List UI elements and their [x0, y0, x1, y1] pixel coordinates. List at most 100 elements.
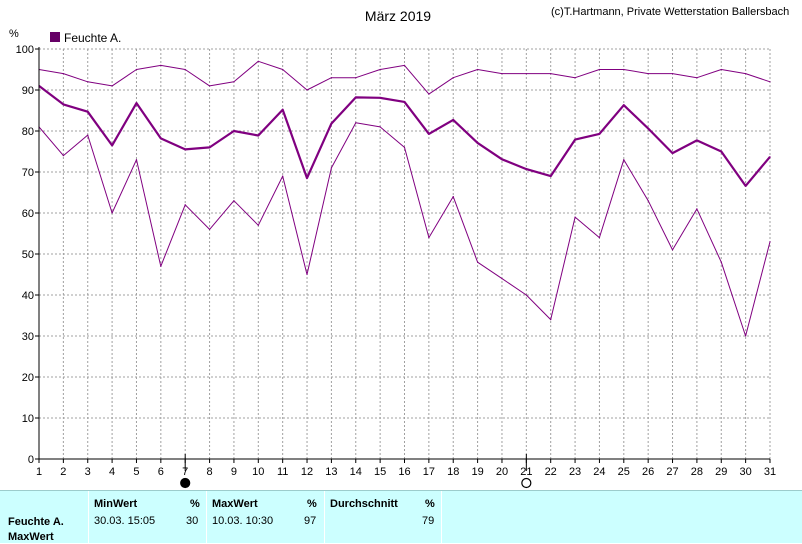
data-point-avg: [184, 148, 186, 151]
legend-label: Feuchte A.: [64, 31, 121, 45]
data-point-max: [477, 68, 479, 71]
data-point-avg: [477, 142, 479, 144]
x-tick-label: 4: [109, 466, 115, 478]
x-tick-label: 28: [691, 466, 703, 478]
y-tick-label: 40: [22, 290, 34, 302]
data-point-min: [208, 228, 211, 230]
data-point-min: [452, 196, 454, 198]
data-point-max: [184, 68, 186, 71]
x-tick-label: 14: [350, 466, 362, 478]
data-point-min: [623, 159, 625, 161]
data-point-min: [135, 159, 138, 161]
x-tick-label: 30: [740, 466, 752, 478]
data-point-avg: [135, 102, 138, 104]
x-tick-label: 5: [133, 466, 139, 478]
data-point-max: [501, 73, 503, 75]
data-point-max: [160, 64, 162, 66]
data-point-max: [233, 81, 235, 83]
y-tick-label: 50: [22, 249, 34, 261]
data-point-max: [135, 68, 138, 71]
y-tick-label: 60: [22, 208, 34, 220]
data-point-min: [477, 261, 479, 263]
data-point-min: [550, 319, 552, 321]
data-point-avg: [282, 109, 284, 111]
data-point-max: [745, 73, 747, 75]
data-point-avg: [379, 97, 381, 99]
x-tick-label: 29: [715, 466, 727, 478]
new-moon-icon: [180, 477, 191, 489]
data-point-avg: [550, 175, 552, 177]
legend-swatch: [50, 32, 60, 42]
copyright-text: (c)T.Hartmann, Private Wetterstation Bal…: [551, 6, 789, 18]
data-point-min: [574, 216, 576, 218]
x-tick-label: 27: [666, 466, 678, 478]
y-tick-label: 90: [22, 85, 34, 97]
data-point-min: [330, 167, 332, 169]
data-point-avg: [403, 101, 406, 103]
data-point-avg: [233, 130, 235, 132]
x-tick-label: 18: [447, 466, 459, 478]
x-tick-label: 2: [60, 466, 66, 478]
data-point-min: [282, 175, 284, 177]
grid-lines: [39, 48, 771, 459]
y-tick-label: 70: [22, 167, 34, 179]
x-tick-labels: 1 2 3 4 5 6 7 8 9 10 11 12 13 14 15 16 17 18 19 20 21 22 23 24 2…: [36, 459, 776, 478]
data-point-min: [769, 241, 771, 243]
x-tick-label: 6: [158, 466, 164, 478]
y-tick-label: 0: [28, 454, 34, 466]
data-point-max: [598, 68, 601, 71]
data-point-min: [720, 261, 722, 263]
full-moon-icon: [521, 477, 532, 489]
x-tick-label: 24: [593, 466, 605, 478]
data-point-max: [769, 81, 771, 83]
data-point-max: [550, 73, 552, 75]
data-point-avg: [525, 168, 527, 170]
footer-label: MaxWert: [8, 531, 54, 543]
x-tick-label: 31: [764, 466, 776, 478]
data-point-min: [501, 278, 503, 280]
min-unit: %: [190, 498, 200, 510]
data-point-max: [62, 73, 64, 75]
x-tick-label: 17: [423, 466, 435, 478]
data-point-min: [257, 224, 259, 226]
data-point-avg: [671, 152, 674, 154]
max-header: MaxWert: [212, 498, 258, 510]
data-point-min: [379, 126, 381, 128]
data-point-avg: [62, 103, 64, 105]
x-tick-label: 25: [618, 466, 630, 478]
data-point-avg: [428, 133, 430, 135]
data-point-max: [282, 68, 284, 71]
x-tick-label: 23: [569, 466, 581, 478]
data-point-min: [306, 273, 308, 276]
max-unit: %: [307, 498, 317, 510]
data-point-avg: [160, 137, 162, 139]
data-point-max: [330, 77, 332, 79]
data-point-min: [696, 208, 698, 210]
data-point-min: [525, 294, 527, 296]
y-tick-label: 100: [16, 44, 34, 56]
data-point-max: [720, 68, 722, 71]
data-point-avg: [696, 139, 698, 142]
data-point-min: [62, 155, 64, 157]
data-point-max: [574, 77, 576, 79]
data-point-max: [257, 60, 259, 62]
data-point-max: [428, 93, 430, 95]
x-tick-label: 10: [252, 466, 264, 478]
data-point-avg: [452, 119, 454, 121]
data-point-avg: [306, 177, 308, 179]
min-value: 30: [186, 515, 199, 527]
data-point-avg: [769, 156, 771, 158]
data-point-max: [208, 85, 211, 87]
data-point-min: [111, 212, 113, 214]
data-point-avg: [257, 134, 259, 137]
panel-separator: [206, 491, 207, 544]
data-point-avg: [745, 185, 747, 187]
data-point-avg: [647, 127, 649, 130]
avg-header: Durchschnitt: [330, 498, 398, 510]
data-point-max: [379, 68, 381, 71]
data-point-avg: [330, 123, 332, 125]
x-tick-label: 13: [325, 466, 337, 478]
x-tick-label: 8: [207, 466, 213, 478]
panel-separator: [324, 491, 325, 544]
data-point-min: [160, 265, 162, 267]
